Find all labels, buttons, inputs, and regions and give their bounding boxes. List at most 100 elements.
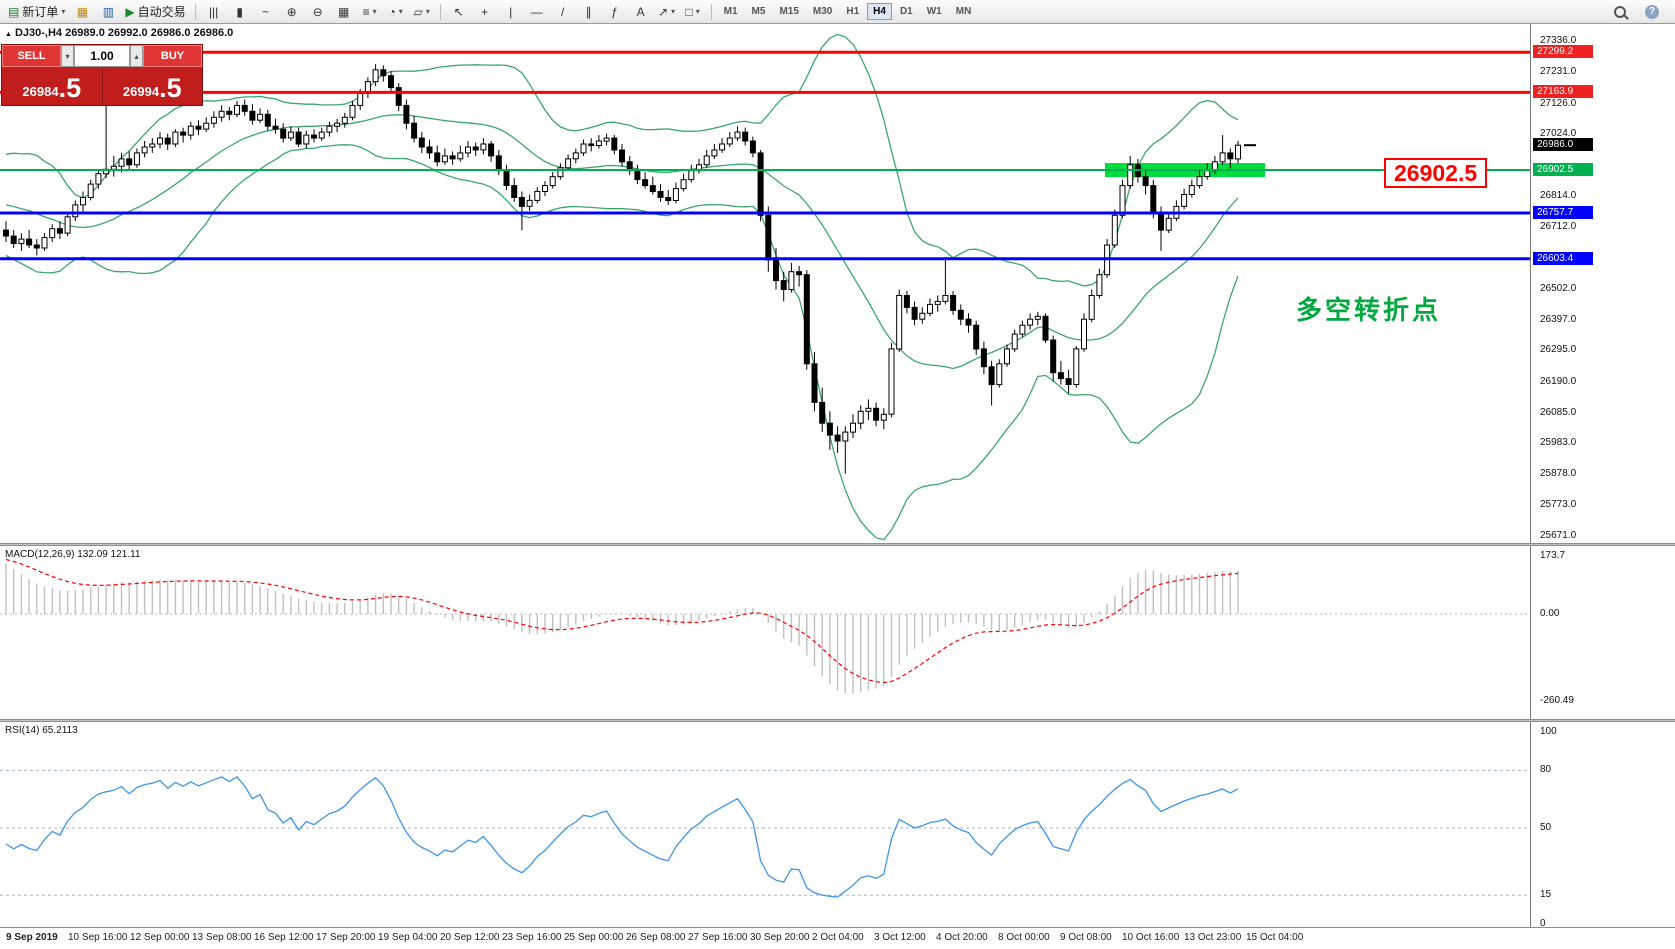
timeframe-m1-button[interactable]: M1: [723, 6, 738, 17]
axis-label: 50: [1540, 822, 1552, 833]
tile-windows-icon: ▦: [337, 4, 350, 19]
text-button[interactable]: A: [628, 1, 654, 23]
data-window-button[interactable]: ▥: [95, 1, 121, 23]
macd-label: MACD(12,26,9) 132.09 121.11: [5, 549, 141, 560]
axis-label: 26397.0: [1540, 314, 1577, 326]
chart-toolbar-group: ||| ▮ ~ ⊕ ⊖ ▦ ≡ ▾ ◔ ▾ ▱ ▾: [201, 1, 435, 23]
panel-separator[interactable]: [0, 719, 1675, 722]
search-button[interactable]: [1607, 1, 1633, 23]
templates-icon: ▱: [413, 4, 423, 19]
time-label: 4 Oct 20:00: [936, 932, 988, 943]
autotrading-button-label: 自动交易: [137, 5, 186, 19]
shapes-icon: □: [685, 4, 693, 19]
timeframe-h1-button[interactable]: H1: [846, 6, 860, 17]
candlestick-chart-button[interactable]: ▮: [227, 1, 253, 23]
new-order-button[interactable]: ▤ 新订单 ▾: [4, 1, 69, 23]
panel-separator[interactable]: [0, 543, 1675, 546]
time-label: 30 Sep 20:00: [750, 932, 810, 943]
price-callout[interactable]: 26902.5: [1384, 158, 1488, 188]
cursor-button[interactable]: ↖: [446, 1, 472, 23]
rsi-panel: RSI(14) 65.2113: [0, 722, 1530, 927]
time-label: 27 Sep 16:00: [688, 932, 748, 943]
timeframe-d1-button[interactable]: D1: [899, 6, 913, 17]
timeframe-w1-button[interactable]: W1: [926, 6, 942, 17]
price-tag: 26603.4: [1533, 251, 1593, 265]
help-icon: ?: [1645, 4, 1659, 19]
axis-label: 27126.0: [1540, 97, 1577, 109]
price-tag: 26986.0: [1533, 138, 1593, 152]
vertical-line-icon: |: [509, 4, 513, 19]
zoom-out-icon: ⊖: [312, 4, 323, 19]
toolbar-right-group: ?: [1607, 1, 1671, 23]
zoom-out-button[interactable]: ⊖: [305, 1, 331, 23]
arrows-button[interactable]: ↗ ▾: [654, 1, 680, 23]
collapse-icon[interactable]: ▲: [5, 31, 12, 38]
time-axis[interactable]: 9 Sep 2019 10 Sep 16:00 12 Sep 00:00 13 Sep…: [0, 927, 1675, 949]
sell-price-main: 26984: [22, 84, 59, 99]
trade-panel-divider: [101, 67, 103, 105]
time-label: 15 Oct 04:00: [1246, 932, 1304, 943]
chart-profiles-button[interactable]: ▦: [69, 1, 95, 23]
time-label: 9 Sep 2019: [6, 932, 58, 943]
timeframe-mn-button[interactable]: MN: [955, 6, 972, 17]
periods-icon: ◔: [388, 4, 396, 19]
axis-label: 25878.0: [1540, 468, 1577, 480]
line-chart-icon: ~: [262, 4, 270, 19]
trendline-button[interactable]: /: [550, 1, 576, 23]
axis-label: 26085.0: [1540, 406, 1577, 418]
caret-down-icon: ▾: [425, 7, 430, 16]
axis-label: 26502.0: [1540, 282, 1577, 294]
price-chart[interactable]: [0, 24, 1530, 543]
trade-panel-controls: SELL ▾ 1.00 ▴ BUY: [2, 45, 202, 67]
axis-label: 26712.0: [1540, 220, 1577, 232]
indicators-button[interactable]: ≡ ▾: [357, 1, 383, 23]
rsi-label: RSI(14) 65.2113: [5, 725, 78, 736]
axis-label: 27231.0: [1540, 66, 1577, 78]
sell-button[interactable]: SELL: [2, 45, 61, 67]
buy-button[interactable]: BUY: [143, 45, 202, 67]
shapes-button[interactable]: □ ▾: [680, 1, 706, 23]
time-label: 12 Sep 00:00: [130, 932, 190, 943]
autotrading-icon: ▶: [125, 4, 135, 19]
axis-label: -260.49: [1540, 695, 1574, 707]
volume-input[interactable]: 1.00: [74, 45, 130, 67]
annotation-text: 多空转折点: [1296, 295, 1442, 325]
bar-chart-icon: |||: [208, 4, 219, 19]
help-button[interactable]: ?: [1639, 1, 1665, 23]
vertical-line-button[interactable]: |: [498, 1, 524, 23]
time-label: 10 Oct 16:00: [1122, 932, 1180, 943]
crosshair-button[interactable]: +: [472, 1, 498, 23]
arrows-icon: ↗: [658, 4, 669, 19]
axis-label: 26190.0: [1540, 375, 1577, 387]
timeframe-m30-button[interactable]: M30: [812, 6, 833, 17]
timeframe-m5-button[interactable]: M5: [751, 6, 766, 17]
horizontal-line-icon: —: [530, 4, 543, 19]
time-label: 9 Oct 08:00: [1060, 932, 1112, 943]
horizontal-line-button[interactable]: —: [524, 1, 550, 23]
main-chart-panel: ▲ DJ30-,H4 26989.0 26992.0 26986.0 26986.…: [0, 24, 1530, 543]
sell-price[interactable]: 26984.5: [2, 67, 102, 105]
tile-windows-button[interactable]: ▦: [331, 1, 357, 23]
volume-increase-button[interactable]: ▴: [130, 45, 143, 67]
autotrading-button[interactable]: ▶ 自动交易: [121, 1, 189, 23]
bar-chart-button[interactable]: |||: [201, 1, 227, 23]
zoom-in-button[interactable]: ⊕: [279, 1, 305, 23]
macd-chart[interactable]: [0, 546, 1530, 719]
volume-decrease-button[interactable]: ▾: [61, 45, 74, 67]
timeframe-h4-button[interactable]: H4: [867, 3, 892, 20]
fibonacci-button[interactable]: ƒ: [602, 1, 628, 23]
price-tag: 27299.2: [1533, 45, 1593, 59]
line-chart-button[interactable]: ~: [253, 1, 279, 23]
templates-button[interactable]: ▱ ▾: [409, 1, 435, 23]
buy-price[interactable]: 26994.5: [103, 67, 203, 105]
crosshair-icon: +: [481, 4, 489, 19]
chart-title: ▲ DJ30-,H4 26989.0 26992.0 26986.0 26986.…: [5, 27, 233, 39]
rsi-chart[interactable]: [0, 722, 1530, 927]
time-label: 17 Sep 20:00: [316, 932, 376, 943]
timeframe-m15-button[interactable]: M15: [779, 6, 799, 17]
price-axis[interactable]: 27336.0 27231.0 27126.0 27024.0 26814.0 26712…: [1530, 24, 1675, 949]
periods-button[interactable]: ◔ ▾: [383, 1, 409, 23]
time-label: 10 Sep 16:00: [68, 932, 128, 943]
price-tag: 26757.7: [1533, 206, 1593, 219]
channel-button[interactable]: ∥: [576, 1, 602, 23]
